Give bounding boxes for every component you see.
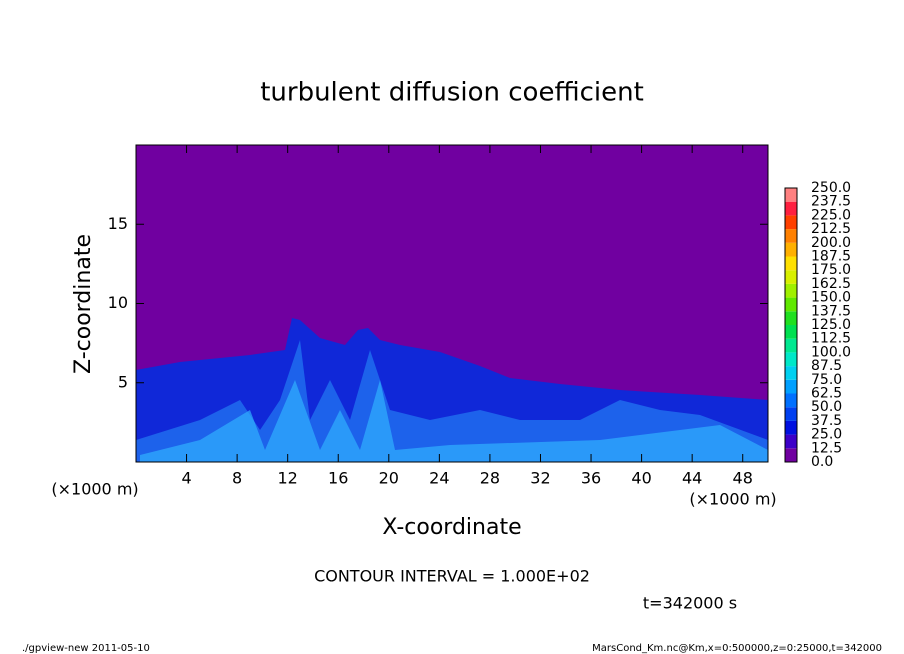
colorbar-band [785, 434, 797, 449]
colorbar-label: 25.0 [811, 427, 842, 443]
y-tick-label: 10 [108, 293, 128, 312]
x-tick-label: 4 [181, 469, 191, 488]
x-tick-label: 24 [429, 469, 449, 488]
x-tick-label: 28 [480, 469, 500, 488]
colorbar-label: 150.0 [811, 290, 851, 306]
colorbar-label: 87.5 [811, 358, 842, 374]
y-tick-label: 15 [108, 214, 128, 233]
colorbar-band [785, 201, 797, 216]
colorbar-label: 225.0 [811, 207, 851, 223]
colorbar-band [785, 379, 797, 394]
x-tick-label: 36 [581, 469, 601, 488]
x-tick-label: 48 [733, 469, 753, 488]
x-tick-label: 44 [682, 469, 702, 488]
colorbar-label: 50.0 [811, 399, 842, 415]
x-axis-title: X-coordinate [382, 515, 521, 540]
colorbar-label: 125.0 [811, 317, 851, 333]
y-tick-label: 5 [118, 372, 128, 391]
colorbar-label: 37.5 [811, 413, 842, 429]
colorbar-band [785, 366, 797, 380]
x-tick-label: 32 [530, 469, 550, 488]
colorbar-label: 137.5 [811, 303, 851, 319]
colorbar-label: 112.5 [811, 331, 851, 347]
turbulent-streaks [140, 380, 768, 462]
colorbar-band [785, 270, 797, 284]
x-tick-label: 8 [232, 469, 242, 488]
colorbar-band [785, 407, 797, 421]
colorbar-band [785, 188, 797, 202]
colorbar-label: 212.5 [811, 221, 851, 237]
colorbar-band [785, 215, 797, 230]
x-tick-label: 12 [278, 469, 298, 488]
colorbar-band [785, 311, 797, 325]
colorbar-band [785, 229, 797, 243]
x-unit-left: (×1000 m) [51, 480, 138, 499]
colorbar-band [785, 297, 797, 312]
colorbar-label: 100.0 [811, 344, 851, 360]
footer-left: ./gpview-new 2011-05-10 [22, 643, 150, 654]
x-unit-right: (×1000 m) [689, 490, 776, 509]
colorbar-label: 75.0 [811, 372, 842, 388]
colorbar-label: 0.0 [811, 454, 833, 470]
chart-title: turbulent diffusion coefficient [260, 78, 644, 108]
colorbar-label: 12.5 [811, 440, 842, 456]
colorbar-band [785, 393, 797, 408]
contour-interval: CONTOUR INTERVAL = 1.000E+02 [314, 567, 590, 586]
colorbar-band [785, 420, 797, 435]
colorbar-label: 175.0 [811, 262, 851, 278]
footer-right: MarsCond_Km.nc@Km,x=0:500000,z=0:25000,t… [592, 643, 882, 654]
x-tick-label: 20 [379, 469, 399, 488]
x-tick-label: 16 [328, 469, 348, 488]
time-label: t=342000 s [643, 594, 737, 613]
colorbar-label: 237.5 [811, 194, 851, 210]
colorbar-band [785, 242, 797, 257]
field [136, 145, 768, 462]
colorbar-band [785, 352, 797, 367]
colorbar-label: 187.5 [811, 249, 851, 265]
colorbar-label: 250.0 [811, 180, 851, 196]
colorbar-band [785, 283, 797, 298]
colorbar-band [785, 338, 797, 353]
colorbar-band [785, 256, 797, 271]
colorbar-band [785, 448, 797, 462]
y-axis-title: Z-coordinate [71, 234, 96, 374]
x-tick-label: 40 [631, 469, 651, 488]
colorbar-band [785, 325, 797, 339]
colorbar-frame [784, 187, 798, 463]
colorbar-label: 62.5 [811, 386, 842, 402]
colorbar-label: 162.5 [811, 276, 851, 292]
colorbar-label: 200.0 [811, 235, 851, 251]
